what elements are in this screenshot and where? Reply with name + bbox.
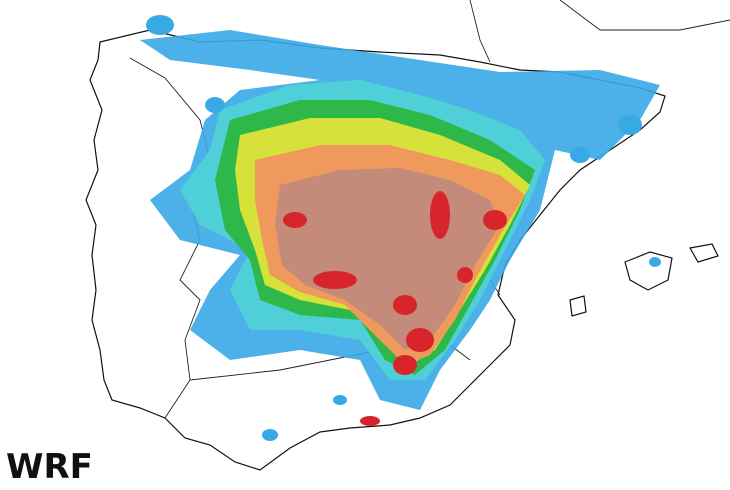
- model-label: WRF: [6, 447, 93, 487]
- france-coast: [469, 0, 730, 63]
- precip-core: [406, 328, 434, 352]
- precip-core: [457, 267, 473, 283]
- precip-cell: [146, 15, 174, 35]
- precip-cell: [618, 115, 642, 135]
- menorca: [689, 243, 719, 263]
- precip-cell: [262, 429, 278, 441]
- precip-red-cores: [283, 191, 507, 426]
- ibiza: [569, 295, 587, 317]
- precip-core: [393, 295, 417, 315]
- precip-core: [360, 416, 380, 426]
- precip-core: [313, 271, 357, 289]
- precip-core: [393, 355, 417, 375]
- precip-cell: [570, 147, 590, 163]
- precip-core: [483, 210, 507, 230]
- precip-cell: [649, 257, 661, 267]
- precip-core: [430, 191, 450, 239]
- precip-cell: [333, 395, 347, 405]
- precip-core: [283, 212, 307, 228]
- precipitation-field: [140, 15, 661, 441]
- precip-cell: [205, 97, 225, 113]
- precip-scattered-cells: [146, 15, 661, 441]
